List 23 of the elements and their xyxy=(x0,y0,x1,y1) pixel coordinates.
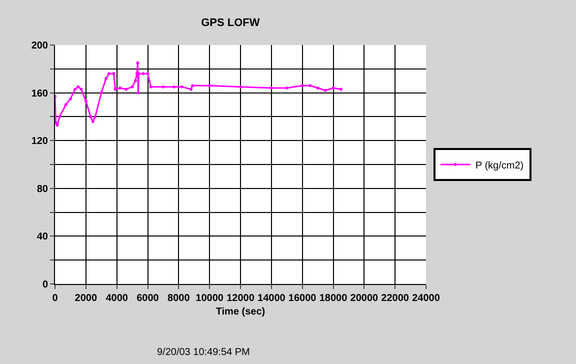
x-tick-label: 16000 xyxy=(288,293,317,304)
legend-label: P (kg/cm2) xyxy=(475,160,524,172)
y-tick-label: 200 xyxy=(31,40,48,52)
y-tick-label: 160 xyxy=(31,88,48,100)
x-tick-label: 4000 xyxy=(106,293,128,304)
x-tick-label: 22000 xyxy=(381,293,410,304)
y-tick-label: 0 xyxy=(42,280,48,290)
x-tick-label: 12000 xyxy=(226,293,255,304)
y-tick-label: 40 xyxy=(36,232,48,243)
x-tick-label: 10000 xyxy=(196,293,224,304)
x-tick-label: 18000 xyxy=(319,293,348,304)
x-tick-label: 0 xyxy=(52,293,58,304)
y-tick-label: 120 xyxy=(31,136,48,148)
text: 9/20/03 10:49:54 PM xyxy=(157,347,250,358)
x-tick-label: 8000 xyxy=(168,293,190,304)
x-tick-label: 20000 xyxy=(350,293,379,304)
y-tick-label: 80 xyxy=(36,184,48,195)
x-axis-title: Time (sec) xyxy=(216,306,266,318)
x-tick-label: 2000 xyxy=(74,293,98,304)
x-tick-label: 24000 xyxy=(412,293,440,304)
chart-title: GPS LOFW xyxy=(201,16,260,29)
x-tick-label: 6000 xyxy=(136,293,160,304)
x-tick-label: 14000 xyxy=(258,293,286,304)
